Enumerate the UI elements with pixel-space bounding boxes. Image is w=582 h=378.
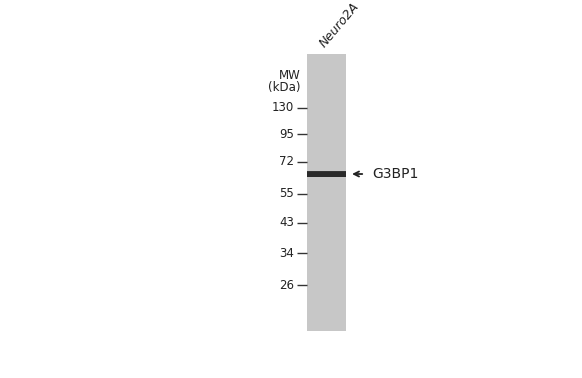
Text: 43: 43: [279, 217, 294, 229]
Text: 130: 130: [272, 101, 294, 115]
Text: 95: 95: [279, 128, 294, 141]
FancyArrowPatch shape: [354, 172, 362, 177]
Text: 72: 72: [279, 155, 294, 168]
Bar: [307, 171, 346, 172]
Text: Neuro2A: Neuro2A: [317, 0, 361, 50]
Text: G3BP1: G3BP1: [372, 167, 419, 181]
Bar: [307, 54, 346, 331]
Text: 26: 26: [279, 279, 294, 292]
Bar: [307, 171, 346, 177]
Text: MW: MW: [279, 70, 300, 82]
Text: (kDa): (kDa): [268, 81, 300, 94]
Text: 34: 34: [279, 247, 294, 260]
Text: 55: 55: [279, 187, 294, 200]
